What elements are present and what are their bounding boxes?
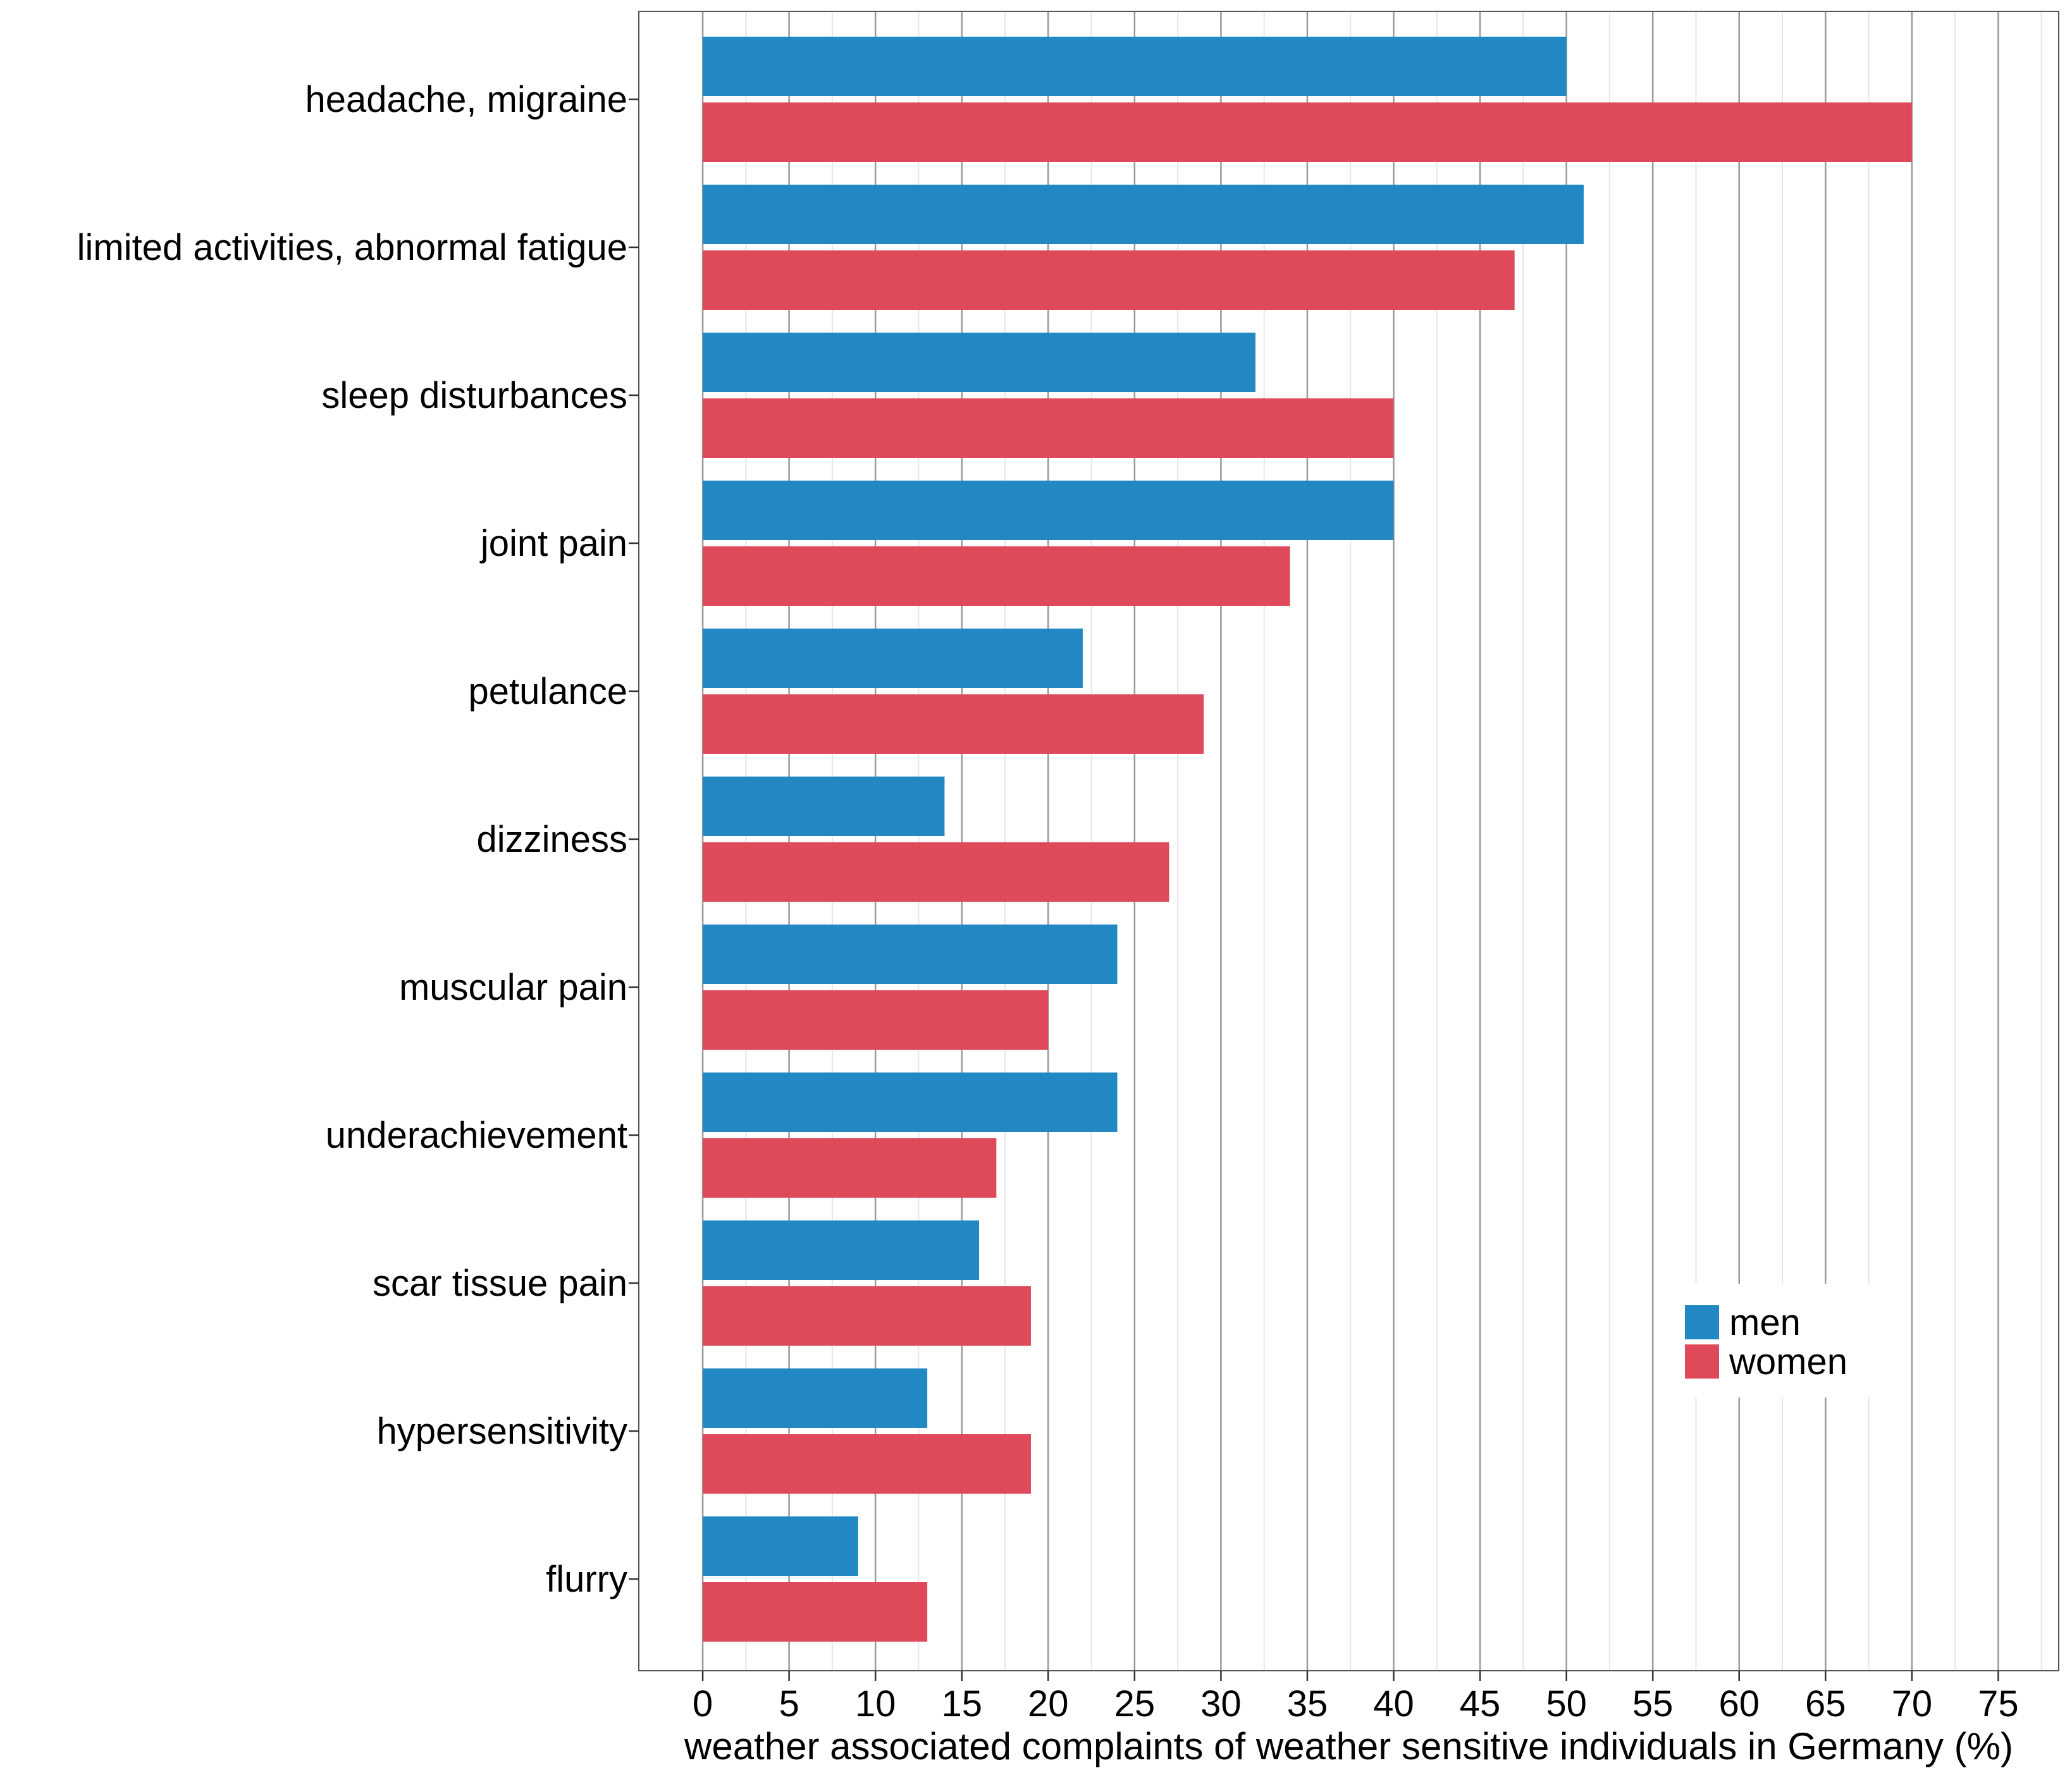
bar-men (703, 1072, 1118, 1132)
bar-women (703, 1434, 1031, 1494)
x-tick-label: 10 (855, 1683, 896, 1724)
x-tick-label: 75 (1978, 1683, 2019, 1724)
bar-women (703, 398, 1394, 458)
x-tick-label: 30 (1200, 1683, 1242, 1724)
bar-men (703, 185, 1584, 244)
bar-women (703, 842, 1169, 902)
legend-swatch-men (1685, 1305, 1719, 1339)
category-label: underachievement (326, 1115, 627, 1156)
axis-ticks (629, 98, 1999, 1681)
x-tick-label: 70 (1892, 1683, 1933, 1724)
category-labels: headache, migraine limited activities, ab… (77, 79, 627, 1600)
category-label: scar tissue pain (373, 1263, 627, 1304)
bar-men (703, 1368, 928, 1428)
legend-label-men: men (1729, 1302, 1801, 1343)
bar-women (703, 102, 1912, 162)
category-label: headache, migraine (305, 79, 627, 120)
category-label: flurry (546, 1559, 627, 1600)
bar-men (703, 333, 1256, 392)
x-tick-label: 40 (1373, 1683, 1414, 1724)
x-tick-label: 50 (1546, 1683, 1587, 1724)
bar-men (703, 777, 945, 836)
x-tick-label: 60 (1718, 1683, 1760, 1724)
category-label: limited activities, abnormal fatigue (77, 227, 627, 268)
bar-women (703, 1582, 928, 1642)
x-tick-label: 35 (1287, 1683, 1328, 1724)
category-label: dizziness (476, 819, 627, 860)
bar-women (703, 546, 1290, 606)
bar-women (703, 990, 1049, 1050)
bar-men (703, 925, 1118, 984)
x-tick-label: 45 (1460, 1683, 1501, 1724)
legend-swatch-women (1685, 1344, 1719, 1379)
x-tick-label: 25 (1114, 1683, 1156, 1724)
plot-border (638, 11, 2059, 1671)
x-tick-label: 0 (693, 1683, 713, 1724)
bar-women (703, 250, 1515, 310)
x-tick-label: 5 (779, 1683, 799, 1724)
category-label: hypersensitivity (377, 1411, 627, 1452)
category-label: sleep disturbances (321, 375, 627, 416)
category-label: muscular pain (399, 967, 627, 1008)
category-label: joint pain (479, 523, 627, 564)
bar-women (703, 694, 1204, 754)
bar-women (703, 1286, 1031, 1346)
bar-men (703, 481, 1394, 540)
legend-label-women: women (1729, 1341, 1847, 1382)
x-tick-label: 20 (1028, 1683, 1069, 1724)
x-tick-label: 15 (941, 1683, 982, 1724)
x-axis-title: weather associated complaints of weather… (684, 1725, 2013, 1767)
bar-men (703, 1516, 858, 1576)
bar-men (703, 629, 1083, 688)
bar-men (703, 1220, 980, 1280)
x-tick-label: 55 (1632, 1683, 1674, 1724)
bar-men (703, 37, 1567, 96)
category-label: petulance (468, 671, 627, 712)
x-tick-label: 65 (1805, 1683, 1846, 1724)
x-tick-labels: 0 5 10 15 20 25 30 35 40 45 50 55 60 65 70 75 (693, 1683, 2019, 1724)
bars-layer (703, 37, 1912, 1642)
bar-women (703, 1138, 997, 1198)
